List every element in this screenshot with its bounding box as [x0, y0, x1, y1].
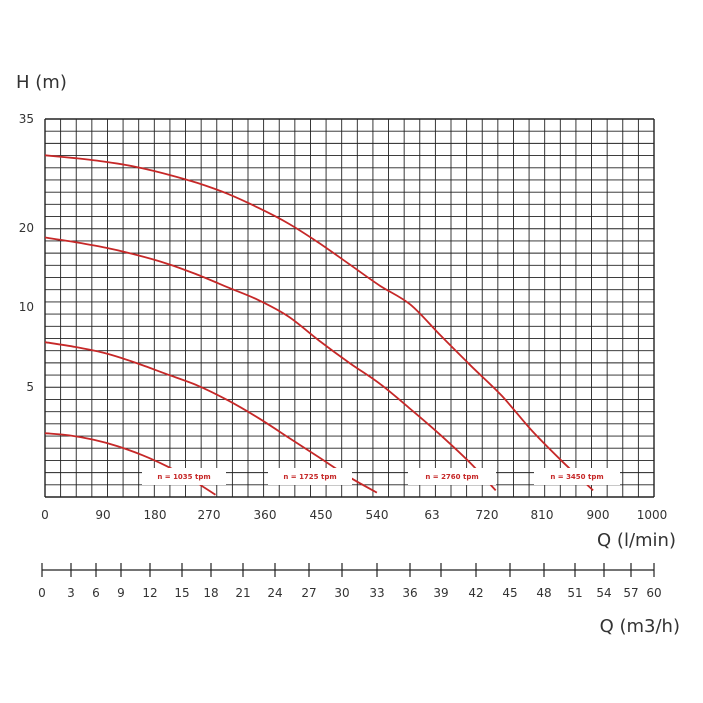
x2-tick-label: 21 — [235, 586, 250, 600]
curve-1035 — [44, 432, 216, 496]
x-tick-label: 0 — [41, 508, 49, 522]
x2-tick-label: 27 — [301, 586, 316, 600]
speed-label-bg — [142, 468, 226, 485]
speed-label-bg — [534, 468, 620, 485]
x-tick-label: 360 — [254, 508, 277, 522]
x2-tick-label: 36 — [402, 586, 417, 600]
curve-3450 — [44, 154, 594, 492]
x2-tick-label: 24 — [267, 586, 282, 600]
curve-1725 — [44, 341, 378, 494]
x-axis-title: Q (l/min) — [597, 530, 676, 551]
speed-label-bg — [408, 468, 496, 485]
x2-tick-label: 54 — [596, 586, 611, 600]
x2-tick-label: 42 — [468, 586, 483, 600]
y-tick-label: 20 — [19, 221, 34, 235]
y-tick-label: 35 — [19, 112, 34, 126]
x-tick-label: 540 — [366, 508, 389, 522]
grid — [44, 118, 655, 498]
x2-tick-label: 15 — [174, 586, 189, 600]
curve-2760 — [44, 236, 497, 492]
x-tick-label: 90 — [95, 508, 110, 522]
x2-tick-label: 33 — [369, 586, 384, 600]
x-tick-label: 63 — [424, 508, 439, 522]
x2-tick-label: 0 — [38, 586, 46, 600]
speed-label: n = 3450 tpm — [550, 473, 603, 481]
x2-tick-label: 51 — [567, 586, 582, 600]
x-tick-label: 270 — [198, 508, 221, 522]
x2-axis-title: Q (m3/h) — [600, 616, 680, 637]
x-tick-label: 450 — [310, 508, 333, 522]
speed-label: n = 1035 tpm — [157, 473, 210, 481]
x2-tick-label: 45 — [502, 586, 517, 600]
secondary-flow-scale: 0 3 6 9 12 15 18 21 24 27 30 33 36 39 42 45 48 51 54 57 60 — [38, 563, 662, 600]
x2-tick-label: 30 — [334, 586, 349, 600]
x2-tick-label: 18 — [203, 586, 218, 600]
speed-label: n = 2760 tpm — [425, 473, 478, 481]
x2-tick-label: 39 — [433, 586, 448, 600]
x-tick-label: 1000 — [637, 508, 668, 522]
y-axis-title: H (m) — [16, 72, 67, 93]
x-tick-label: 810 — [531, 508, 554, 522]
y-tick-label: 5 — [26, 380, 34, 394]
speed-label-bg — [268, 468, 352, 485]
x2-tick-label: 60 — [646, 586, 661, 600]
x2-tick-label: 3 — [67, 586, 75, 600]
speed-label: n = 1725 tpm — [283, 473, 336, 481]
x2-tick-label: 9 — [117, 586, 125, 600]
x-axis-ticks: 0 90 180 270 360 450 540 63 720 810 900 1000 — [41, 508, 667, 522]
x2-tick-label: 48 — [536, 586, 551, 600]
x2-tick-label: 57 — [623, 586, 638, 600]
x-tick-label: 720 — [476, 508, 499, 522]
speed-labels: n = 3450 tpm n = 2760 tpm n = 1725 tpm n = … — [142, 468, 620, 485]
y-tick-label: 10 — [19, 300, 34, 314]
x2-tick-label: 12 — [142, 586, 157, 600]
pump-curves — [44, 154, 594, 496]
y-axis-ticks: 35 20 10 5 — [19, 112, 34, 394]
x-tick-label: 180 — [144, 508, 167, 522]
x2-tick-label: 6 — [92, 586, 100, 600]
x-tick-label: 900 — [587, 508, 610, 522]
